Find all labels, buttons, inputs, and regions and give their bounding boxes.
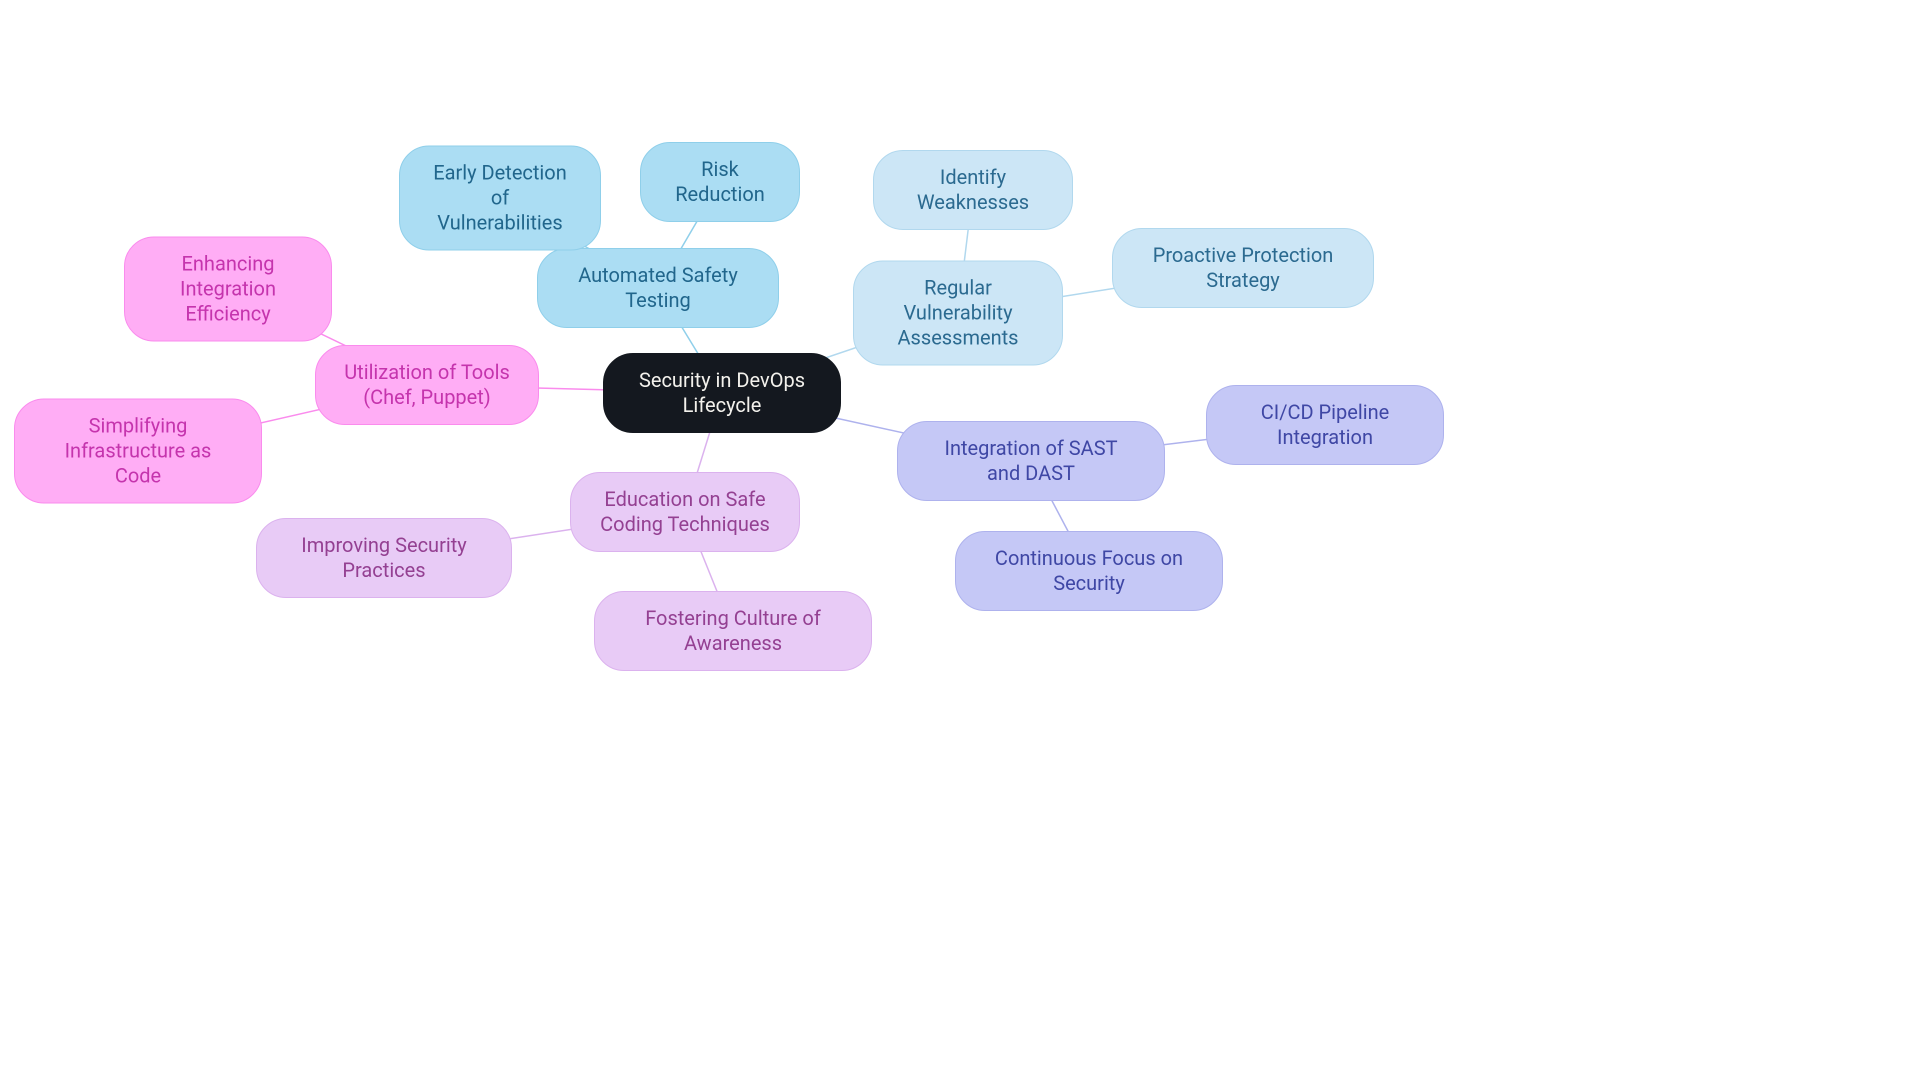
root-node-label: Security in DevOps Lifecycle (632, 368, 812, 418)
branch-node-rva: Regular Vulnerability Assessments (853, 261, 1063, 366)
branch-node-rva-label: Regular Vulnerability Assessments (882, 276, 1034, 351)
branch-node-ast-label: Automated Safety Testing (566, 263, 750, 313)
leaf-node-rva-weak: Identify Weaknesses (873, 150, 1073, 230)
branch-node-tools-label: Utilization of Tools (Chef, Puppet) (344, 360, 510, 410)
leaf-node-tools-iac: Simplifying Infrastructure as Code (14, 399, 262, 504)
leaf-node-tools-eff: Enhancing Integration Efficiency (124, 237, 332, 342)
leaf-node-rva-proactive-label: Proactive Protection Strategy (1141, 243, 1345, 293)
leaf-node-ast-risk-label: Risk Reduction (669, 157, 771, 207)
leaf-node-edu-practices: Improving Security Practices (256, 518, 512, 598)
branch-node-tools: Utilization of Tools (Chef, Puppet) (315, 345, 539, 425)
mindmap-canvas: Security in DevOps Lifecycle Automated Sa… (0, 0, 1920, 1083)
root-node: Security in DevOps Lifecycle (603, 353, 841, 433)
leaf-node-sd-continuous: Continuous Focus on Security (955, 531, 1223, 611)
leaf-node-sd-continuous-label: Continuous Focus on Security (984, 546, 1194, 596)
leaf-node-sd-cicd: CI/CD Pipeline Integration (1206, 385, 1444, 465)
leaf-node-rva-proactive: Proactive Protection Strategy (1112, 228, 1374, 308)
leaf-node-tools-eff-label: Enhancing Integration Efficiency (153, 252, 303, 327)
leaf-node-edu-culture-label: Fostering Culture of Awareness (623, 606, 843, 656)
branch-node-sastdast-label: Integration of SAST and DAST (926, 436, 1136, 486)
leaf-node-edu-culture: Fostering Culture of Awareness (594, 591, 872, 671)
leaf-node-ast-risk: Risk Reduction (640, 142, 800, 222)
leaf-node-ast-early: Early Detection of Vulnerabilities (399, 146, 601, 251)
leaf-node-rva-weak-label: Identify Weaknesses (902, 165, 1044, 215)
leaf-node-tools-iac-label: Simplifying Infrastructure as Code (43, 414, 233, 489)
branch-node-ast: Automated Safety Testing (537, 248, 779, 328)
leaf-node-ast-early-label: Early Detection of Vulnerabilities (428, 161, 572, 236)
leaf-node-sd-cicd-label: CI/CD Pipeline Integration (1235, 400, 1415, 450)
leaf-node-edu-practices-label: Improving Security Practices (285, 533, 483, 583)
branch-node-edu-label: Education on Safe Coding Techniques (599, 487, 771, 537)
branch-node-edu: Education on Safe Coding Techniques (570, 472, 800, 552)
branch-node-sastdast: Integration of SAST and DAST (897, 421, 1165, 501)
